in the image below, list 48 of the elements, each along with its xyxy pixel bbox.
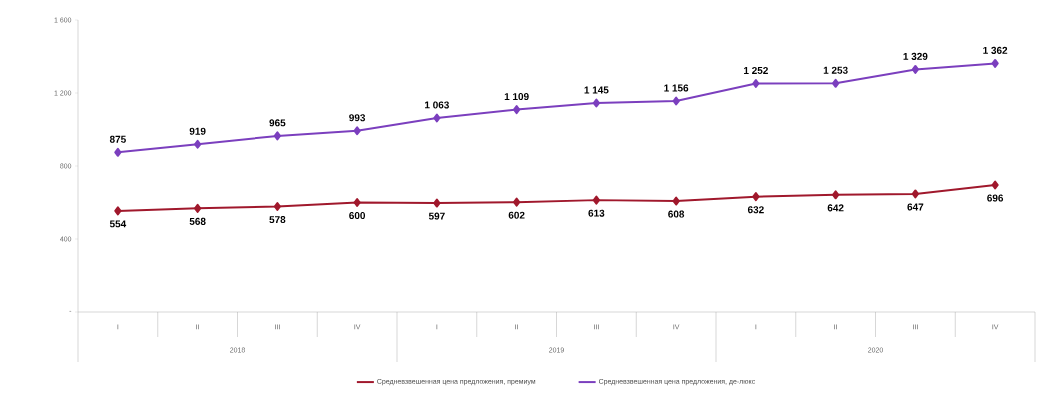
point: [592, 98, 600, 108]
point: [273, 202, 281, 211]
data-label: 1 156: [664, 84, 689, 92]
point: [513, 105, 521, 115]
point: [353, 126, 361, 136]
data-label: 642: [827, 204, 844, 212]
data-label: 568: [189, 217, 206, 225]
point: [114, 206, 122, 216]
point: [752, 192, 760, 202]
data-label: 647: [907, 203, 924, 211]
data-label: 696: [987, 194, 1004, 202]
point: [513, 197, 521, 207]
data-label: 1 253: [823, 66, 848, 74]
point: [752, 79, 760, 88]
point: [991, 180, 999, 190]
point: [433, 198, 441, 208]
point: [672, 196, 680, 206]
point: [672, 96, 680, 106]
point: [832, 190, 840, 200]
data-label: 1 252: [744, 66, 768, 74]
point: [353, 198, 361, 207]
data-label: 1 362: [983, 46, 1008, 54]
point: [832, 78, 840, 88]
data-label: 578: [269, 216, 286, 224]
point: [592, 195, 600, 205]
data-label: 554: [109, 220, 127, 228]
data-label: 613: [588, 209, 605, 217]
data-label: 1 145: [584, 86, 609, 94]
point: [194, 203, 202, 213]
point: [911, 189, 919, 199]
data-label: 965: [269, 119, 286, 127]
point: [911, 64, 919, 74]
point: [114, 147, 122, 157]
data-label: 993: [349, 114, 366, 122]
point: [991, 58, 999, 68]
data-label: 632: [747, 206, 764, 214]
point: [194, 139, 202, 149]
data-label: 875: [109, 135, 126, 143]
data-label: 1 063: [425, 101, 449, 109]
point: [273, 131, 281, 141]
point: [433, 113, 441, 123]
data-label: 1 109: [504, 93, 529, 101]
data-label: 919: [189, 127, 206, 135]
data-label: 600: [349, 212, 366, 220]
data-label: 608: [668, 210, 685, 218]
data-label: 597: [428, 212, 445, 220]
data-label: 602: [508, 211, 525, 219]
data-label: 1 329: [903, 52, 928, 60]
